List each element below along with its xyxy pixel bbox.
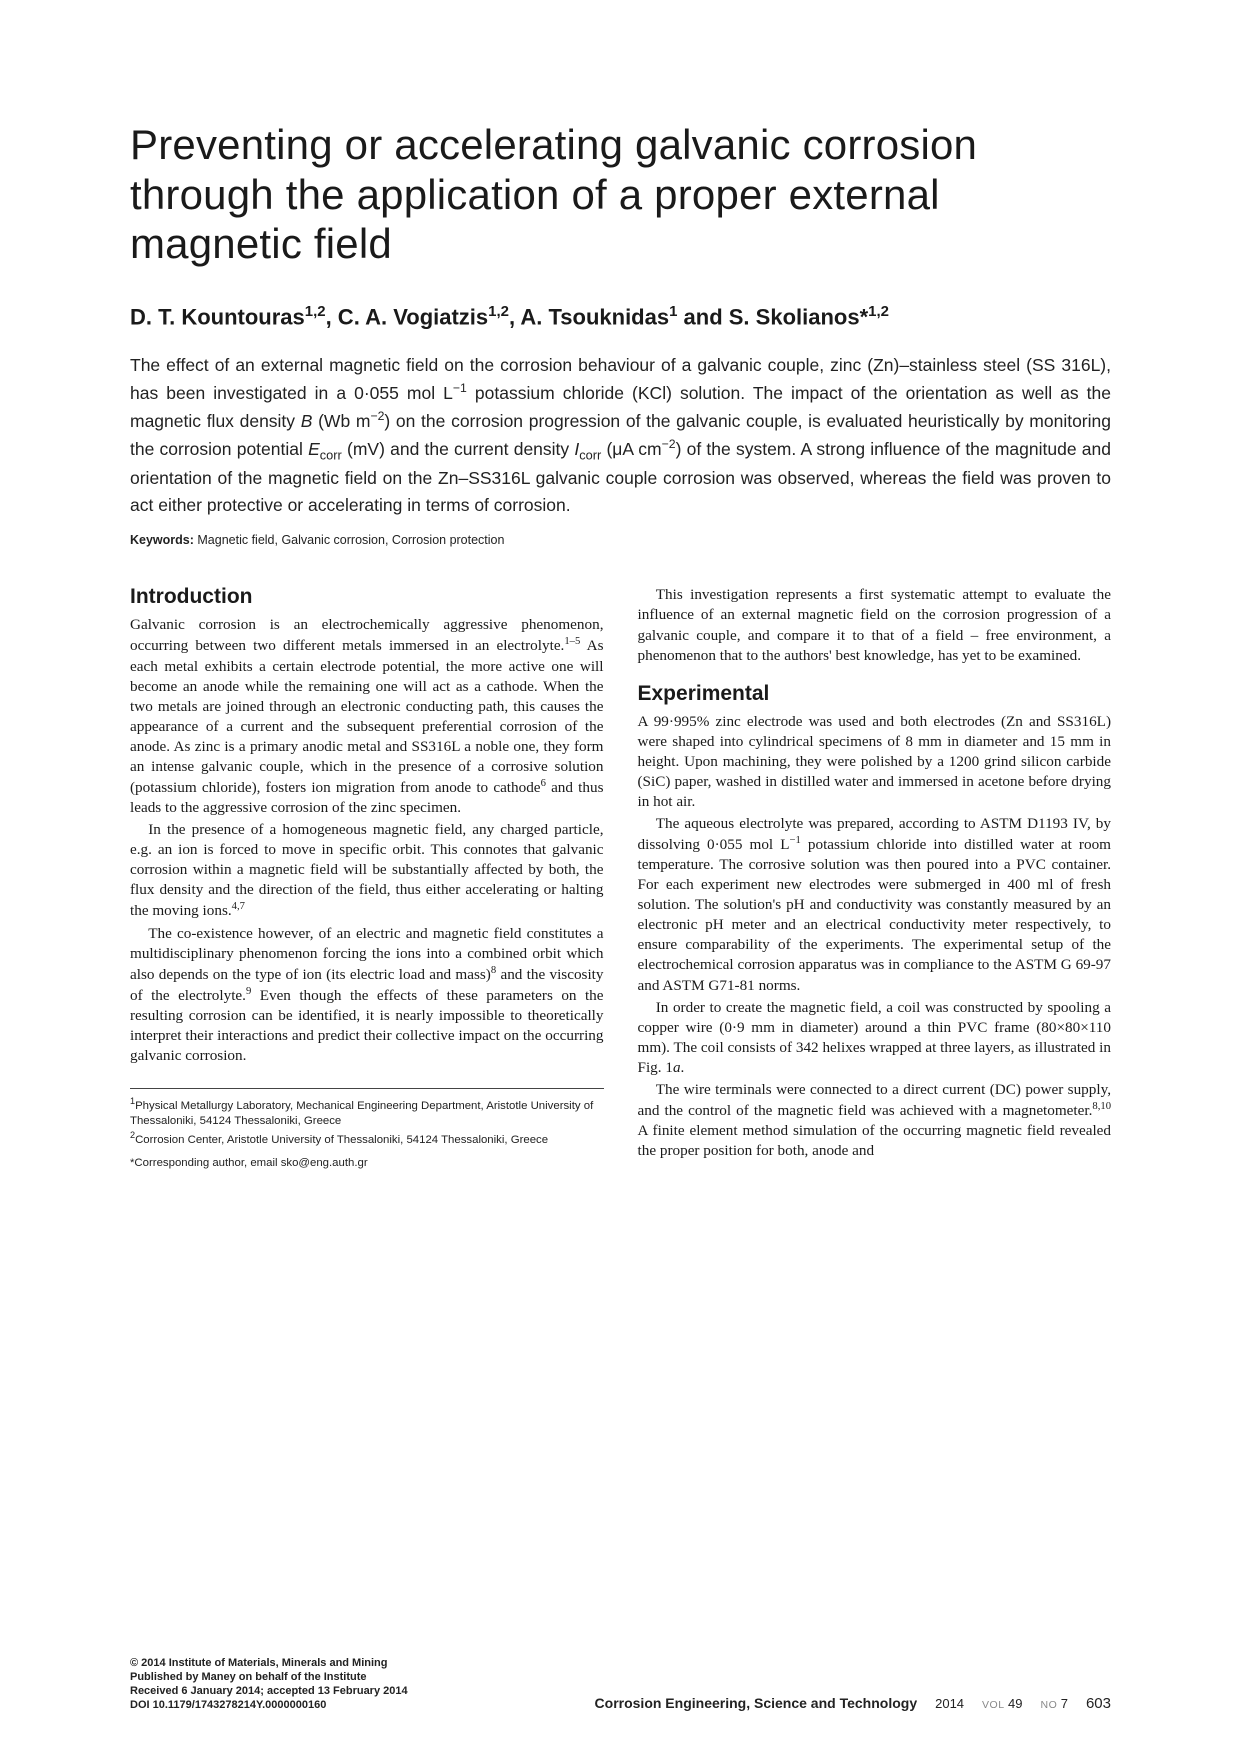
footer-right: Corrosion Engineering, Science and Techn… — [595, 1695, 1111, 1712]
experimental-paragraph-3: In order to create the magnetic field, a… — [638, 998, 1112, 1078]
affiliation-2: 2Corrosion Center, Aristotle University … — [130, 1129, 604, 1148]
footer-received: Received 6 January 2014; accepted 13 Feb… — [130, 1684, 408, 1698]
body-columns: Introduction Galvanic corrosion is an el… — [130, 585, 1111, 1170]
footer-vol: 49 — [1008, 1696, 1022, 1711]
experimental-paragraph-4: The wire terminals were connected to a d… — [638, 1080, 1112, 1161]
footer-copyright: © 2014 Institute of Materials, Minerals … — [130, 1656, 408, 1670]
footer-left: © 2014 Institute of Materials, Minerals … — [130, 1656, 408, 1712]
footer-no-label: NO — [1041, 1699, 1058, 1711]
affiliation-1: 1Physical Metallurgy Laboratory, Mechani… — [130, 1095, 604, 1129]
intro-paragraph-1: Galvanic corrosion is an electrochemical… — [130, 615, 604, 818]
page-footer: © 2014 Institute of Materials, Minerals … — [130, 1656, 1111, 1712]
heading-introduction: Introduction — [130, 585, 604, 609]
intro-paragraph-2: In the presence of a homogeneous magneti… — [130, 820, 604, 921]
author-list: D. T. Kountouras1,2, C. A. Vogiatzis1,2,… — [130, 303, 1111, 330]
experimental-paragraph-2: The aqueous electrolyte was prepared, ac… — [638, 814, 1112, 996]
footer-year: 2014 — [935, 1696, 964, 1711]
footer-doi: DOI 10.1179/1743278214Y.0000000160 — [130, 1698, 408, 1712]
intro-paragraph-4: This investigation represents a first sy… — [638, 585, 1112, 665]
corresponding-author: *Corresponding author, email sko@eng.aut… — [130, 1156, 604, 1171]
affiliations: 1Physical Metallurgy Laboratory, Mechani… — [130, 1088, 604, 1171]
article-title: Preventing or accelerating galvanic corr… — [130, 120, 1111, 269]
footer-page-number: 603 — [1086, 1695, 1111, 1712]
footer-no: 7 — [1061, 1696, 1068, 1711]
heading-experimental: Experimental — [638, 682, 1112, 706]
footer-journal: Corrosion Engineering, Science and Techn… — [595, 1695, 918, 1711]
footer-publisher: Published by Maney on behalf of the Inst… — [130, 1670, 408, 1684]
footer-vol-label: VOL — [982, 1699, 1005, 1711]
experimental-paragraph-1: A 99·995% zinc electrode was used and bo… — [638, 712, 1112, 812]
intro-paragraph-3: The co-existence however, of an electric… — [130, 924, 604, 1067]
keywords: Keywords: Magnetic field, Galvanic corro… — [130, 533, 1111, 547]
abstract: The effect of an external magnetic field… — [130, 352, 1111, 519]
